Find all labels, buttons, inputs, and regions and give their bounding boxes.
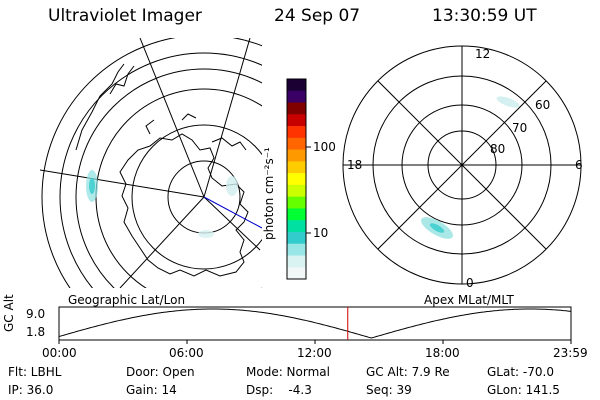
colorbar-segment [287,255,306,268]
xtick-2359: 23:59 [553,346,588,360]
colorbar-tick-100: 100 [313,140,336,154]
colorbar-segment [287,161,306,174]
colorbar-segment [287,231,306,245]
colorbar-segment [287,208,306,221]
mlt-label-18: 18 [347,158,363,172]
colorbar-segment [287,173,306,186]
status-gain: Gain: 14 [126,383,177,397]
xtick-1200: 12:00 [297,346,332,360]
colorbar-segment [287,79,306,92]
status-mode: Mode: Normal [246,365,330,379]
colorbar-segment [287,267,306,280]
colorbar-segment [287,137,306,151]
status-glat: GLat: -70.0 [487,365,554,379]
altitude-ytick-low: 1.8 [26,325,46,339]
colorbar-segment [287,184,306,198]
time-label: 13:30:59 UT [432,6,537,26]
status-glon: GLon: 141.5 [487,383,560,397]
xtick-0000: 00:00 [42,346,77,360]
status-ip: IP: 36.0 [8,383,54,397]
mlt-label-0: 0 [466,276,474,290]
status-filter: Flt: LBHL [8,365,62,379]
mlat-label-80: 80 [490,142,506,156]
colorbar-segment [287,102,306,115]
colorbar-segment [287,220,306,233]
colorbar-segment [287,149,306,162]
date-label: 24 Sep 07 [274,6,361,26]
xtick-0600: 06:00 [169,346,204,360]
status-gc-alt: GC Alt: 7.9 Re [366,365,450,379]
mlat-label-60: 60 [535,98,551,112]
mlt-label-12: 12 [475,47,491,61]
colorbar-segment [287,243,306,256]
xtick-1800: 18:00 [425,346,460,360]
instrument-title: Ultraviolet Imager [48,6,202,26]
status-seq: Seq: 39 [366,383,412,397]
altitude-ytick-high: 9.0 [26,307,46,321]
altitude-ylabel: GC Alt [2,294,16,332]
colorbar-tick-10: 10 [313,226,329,240]
status-dsp: Dsp: -4.3 [246,383,312,397]
mlat-label-70: 70 [512,121,528,135]
colorbar-segment [287,196,306,209]
colorbar-segment [287,114,306,127]
status-door: Door: Open [126,365,195,379]
apex-caption: Apex MLat/MLT [424,293,514,307]
colorbar-segment [287,90,306,104]
colorbar-segment [287,126,306,139]
geographic-caption: Geographic Lat/Lon [68,293,186,307]
mlt-label-6: 6 [575,158,583,172]
